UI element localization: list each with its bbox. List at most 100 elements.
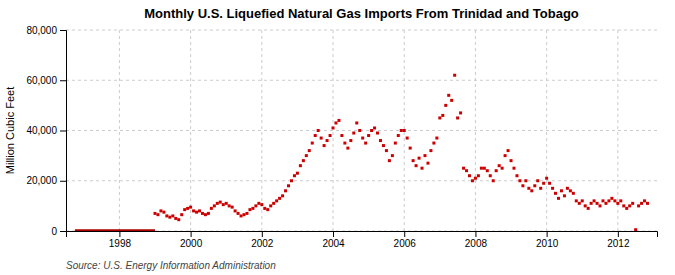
point [293, 174, 296, 177]
point [287, 184, 290, 187]
point [515, 174, 518, 177]
tick-label: 0 [51, 226, 57, 237]
point [643, 199, 646, 202]
point [607, 199, 610, 202]
point [566, 187, 569, 190]
tick-label: 40,000 [26, 125, 57, 136]
point [192, 209, 195, 212]
point [302, 159, 305, 162]
point [343, 142, 346, 145]
point [563, 194, 566, 197]
point [269, 204, 272, 207]
point [332, 126, 335, 129]
point [305, 154, 308, 157]
tick: 2012 [607, 231, 630, 249]
point [450, 99, 453, 102]
grid-line [261, 30, 262, 231]
tick-mark [60, 131, 66, 132]
point [382, 144, 385, 147]
point [299, 164, 302, 167]
point [177, 218, 180, 221]
point [165, 214, 168, 217]
axis-line [67, 232, 658, 238]
point [569, 189, 572, 192]
point [317, 129, 320, 132]
point [379, 139, 382, 142]
grid-line [66, 180, 657, 181]
point [542, 182, 545, 185]
point [403, 129, 406, 132]
tick-mark [333, 231, 334, 237]
point [432, 142, 435, 145]
grid-line [66, 130, 657, 131]
point [204, 213, 207, 216]
point [180, 213, 183, 216]
point [281, 194, 284, 197]
point [477, 174, 480, 177]
grid-line [66, 80, 657, 81]
tick-label: 80,000 [26, 25, 57, 36]
y-axis: 0 20,000 40,000 60,000 80,000 [26, 25, 66, 237]
point [533, 184, 536, 187]
point [426, 162, 429, 165]
point [548, 182, 551, 185]
point [367, 134, 370, 137]
point [593, 199, 596, 202]
point [625, 207, 628, 210]
point [337, 119, 340, 122]
point [471, 179, 474, 182]
point [640, 202, 643, 205]
point [355, 121, 358, 124]
point [415, 164, 418, 167]
point [231, 206, 234, 209]
point [474, 177, 477, 180]
point [406, 137, 409, 140]
source-note: Source: U.S. Energy Information Administ… [66, 260, 276, 271]
point [483, 167, 486, 170]
point [572, 192, 575, 195]
grid-line [119, 30, 120, 231]
tick-label: 2002 [251, 238, 274, 249]
point [323, 144, 326, 147]
point [156, 213, 159, 216]
point [536, 179, 539, 182]
tick-mark [191, 231, 192, 237]
point [225, 202, 228, 205]
plot: 19982000200220042006200820102012020,0004… [26, 25, 657, 249]
grid [66, 30, 657, 231]
point [329, 134, 332, 137]
tick-label: 60,000 [26, 75, 57, 86]
tick-label: 2000 [180, 238, 203, 249]
point [237, 212, 240, 215]
point [409, 147, 412, 150]
y-axis-label: Million Cubic Feet [4, 87, 16, 174]
point [438, 116, 441, 119]
title: Monthly U.S. Liquefied Natural Gas Impor… [144, 6, 579, 21]
point [507, 149, 510, 152]
tick: 2002 [251, 231, 274, 249]
point [551, 187, 554, 190]
point [504, 154, 507, 157]
point [557, 197, 560, 200]
point [361, 137, 364, 140]
point [429, 149, 432, 152]
tick-label: 20,000 [26, 175, 57, 186]
tick: 20,000 [26, 175, 66, 186]
point [510, 159, 513, 162]
point [539, 187, 542, 190]
point [210, 207, 213, 210]
point [385, 149, 388, 152]
point [527, 187, 530, 190]
tick: 2008 [465, 231, 488, 249]
point [412, 159, 415, 162]
point [465, 169, 468, 172]
point [314, 134, 317, 137]
point [243, 213, 246, 216]
point [394, 142, 397, 145]
point [397, 134, 400, 137]
point [290, 179, 293, 182]
point [521, 184, 524, 187]
point [604, 202, 607, 205]
point [646, 202, 649, 205]
point [168, 216, 171, 219]
